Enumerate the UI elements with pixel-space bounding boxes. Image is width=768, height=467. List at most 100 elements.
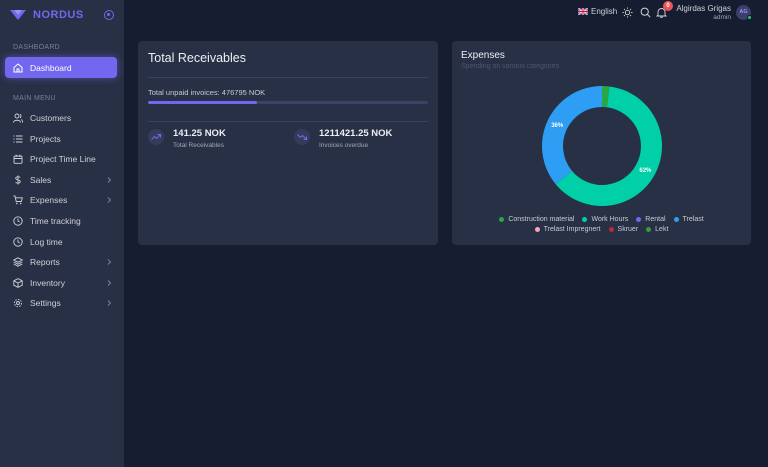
sidebar-item-log-time[interactable]: Log time <box>13 234 115 250</box>
cart-icon <box>13 195 23 205</box>
donut-data-label: 62% <box>639 168 652 174</box>
chart-legend-row: Construction material Work Hours Rental Tre… <box>452 216 751 223</box>
total-receivables-value: 141.25 NOK <box>173 128 226 139</box>
brand-name: NORDUS <box>33 9 84 21</box>
chevron-right-icon <box>107 259 112 265</box>
total-receivables-label: Total Receivables <box>173 142 224 149</box>
sidebar-item-label: Settings <box>30 298 61 308</box>
legend-label: Trelast Impregnert <box>543 226 601 233</box>
expenses-subtitle: Spending on various categories <box>461 63 560 70</box>
donut-slice-trelast[interactable] <box>542 86 602 185</box>
legend-marker <box>636 217 642 222</box>
sidebar-item-label: Expenses <box>30 195 68 205</box>
chevron-right-icon <box>107 300 112 306</box>
expenses-donut-chart: 62% 36% <box>542 86 662 206</box>
box-icon <box>13 278 23 288</box>
unpaid-progress-bar <box>148 101 428 104</box>
language-label: English <box>591 7 618 16</box>
sun-icon[interactable] <box>622 7 633 18</box>
language-selector[interactable]: English <box>578 7 617 16</box>
sidebar-item-inventory[interactable]: Inventory <box>13 275 115 291</box>
invoices-overdue-label: Invoices overdue <box>319 142 369 149</box>
legend-label: Work Hours <box>591 216 629 223</box>
receivables-title: Total Receivables <box>148 51 246 65</box>
chevron-right-icon <box>107 280 112 286</box>
trending-down-icon <box>294 129 310 145</box>
layers-icon <box>13 257 23 267</box>
clock-icon <box>13 216 23 226</box>
legend-item[interactable]: Trelast <box>673 216 704 223</box>
legend-marker <box>534 227 540 232</box>
sidebar-item-projects[interactable]: Projects <box>13 131 115 147</box>
online-status-dot <box>747 15 752 20</box>
sidebar-toggle-icon[interactable] <box>104 10 114 20</box>
sidebar-item-label: Inventory <box>30 278 65 288</box>
legend-label: Trelast <box>682 216 704 223</box>
legend-item[interactable]: Lekt <box>646 226 668 233</box>
legend-item[interactable]: Trelast Impregnert <box>534 226 601 233</box>
invoices-overdue-stat: 1211421.25 NOK Invoices overdue <box>294 128 392 149</box>
legend-item[interactable]: Construction material <box>499 216 574 223</box>
section-label-dashboard: DASHBOARD <box>13 44 61 51</box>
legend-marker <box>608 227 614 232</box>
legend-item[interactable]: Work Hours <box>582 216 628 223</box>
legend-marker <box>673 217 679 222</box>
chevron-right-icon <box>107 177 112 183</box>
sidebar-item-project-time-line[interactable]: Project Time Line <box>13 151 115 167</box>
invoices-overdue-value: 1211421.25 NOK <box>319 128 393 139</box>
donut-slice-construction-material[interactable] <box>602 86 610 108</box>
legend-marker <box>646 227 652 232</box>
sidebar-item-label: Dashboard <box>30 62 72 73</box>
brand[interactable]: NORDUS <box>9 7 84 23</box>
expenses-title: Expenses <box>461 50 505 61</box>
sidebar-item-reports[interactable]: Reports <box>13 254 115 270</box>
legend-item[interactable]: Rental <box>636 216 666 223</box>
legend-label: Construction material <box>508 216 575 223</box>
sidebar-item-label: Sales <box>30 175 52 185</box>
calendar-icon <box>13 154 23 164</box>
expenses-card: Expenses Spending on various categories … <box>452 41 751 245</box>
total-receivables-stat: 141.25 NOK Total Receivables <box>148 128 226 149</box>
donut-slice-work-hours[interactable] <box>555 86 662 206</box>
search-icon[interactable] <box>640 7 651 18</box>
divider <box>148 77 428 78</box>
trending-up-icon <box>148 129 164 145</box>
sidebar-item-settings[interactable]: Settings <box>13 295 115 311</box>
sidebar-item-label: Time tracking <box>30 216 81 226</box>
topbar: English 0 Algirdas Grigas admin AG <box>124 0 768 28</box>
settings-icon <box>13 298 23 308</box>
legend-marker <box>582 217 588 222</box>
users-icon <box>13 113 23 123</box>
legend-label: Lekt <box>655 226 669 233</box>
sidebar-item-time-tracking[interactable]: Time tracking <box>13 213 115 229</box>
legend-label: Skruer <box>617 226 639 233</box>
sidebar-item-dashboard[interactable]: Dashboard <box>5 57 117 78</box>
sidebar-item-label: Log time <box>30 237 63 247</box>
sidebar-item-label: Projects <box>30 134 61 144</box>
home-icon <box>13 62 23 72</box>
user-name[interactable]: Algirdas Grigas <box>676 4 731 13</box>
sidebar-item-label: Reports <box>30 257 60 267</box>
notification-badge: 0 <box>663 1 673 11</box>
sidebar-item-expenses[interactable]: Expenses <box>13 192 115 208</box>
legend-label: Rental <box>645 216 666 223</box>
receivables-card: Total Receivables Total unpaid invoices:… <box>138 41 438 245</box>
brand-logo-icon <box>10 10 26 20</box>
sidebar-item-label: Customers <box>30 113 72 123</box>
sidebar-item-label: Project Time Line <box>30 154 96 164</box>
clock-icon <box>13 237 23 247</box>
unpaid-progress-fill <box>148 101 258 104</box>
chevron-right-icon <box>107 197 112 203</box>
dollar-icon <box>15 175 21 185</box>
user-role: admin <box>713 14 731 21</box>
chart-legend-row: Trelast Impregnert Skruer Lekt <box>452 226 751 233</box>
unpaid-invoices-text: Total unpaid invoices: 476795 NOK <box>148 88 266 97</box>
legend-item[interactable]: Skruer <box>608 226 639 233</box>
uk-flag-icon <box>578 8 588 15</box>
legend-marker <box>499 217 505 222</box>
sidebar-item-sales[interactable]: Sales <box>13 172 115 188</box>
section-label-main-menu: MAIN MENU <box>13 95 56 102</box>
sidebar: NORDUS DASHBOARD Dashboard MAIN MENU Cus… <box>0 0 124 467</box>
sidebar-item-customers[interactable]: Customers <box>13 110 115 126</box>
donut-data-label: 36% <box>551 123 564 129</box>
